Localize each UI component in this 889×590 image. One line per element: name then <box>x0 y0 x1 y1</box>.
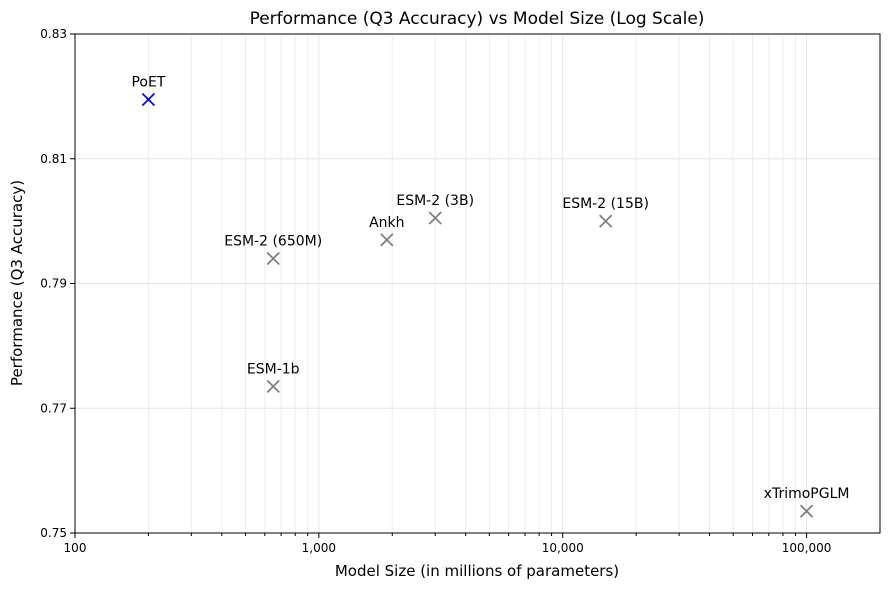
y-tick-label: 0.81 <box>40 152 67 166</box>
data-point-label: ESM-2 (3B) <box>396 193 474 209</box>
marker-stroke <box>141 92 156 107</box>
marker-stroke <box>599 214 613 228</box>
data-point <box>428 211 442 225</box>
data-point <box>799 504 814 518</box>
grid-lines <box>74 33 880 534</box>
x-tick-label: 100,000 <box>782 541 832 555</box>
x-axis-label: Model Size (in millions of parameters) <box>335 562 619 580</box>
data-point <box>380 233 394 247</box>
data-point-label: xTrimoPGLM <box>764 486 850 502</box>
x-tick-label: 10,000 <box>542 541 584 555</box>
y-axis-ticks: 0.75 0.77 0.79 0.81 0.83 <box>40 27 75 540</box>
point-labels: PoET ESM-2 (650M) ESM-1b Ankh ESM-2 (3B) ESM-… <box>131 74 849 502</box>
data-point-label: ESM-2 (650M) <box>224 234 322 250</box>
data-point-label: Ankh <box>369 215 404 231</box>
marker-stroke <box>799 504 814 518</box>
data-points <box>141 92 814 518</box>
data-point <box>266 251 280 266</box>
x-axis-ticks: 100 1,000 10,000 100,000 <box>64 533 832 555</box>
marker-stroke <box>428 211 442 225</box>
y-tick-label: 0.75 <box>40 526 67 540</box>
x-tick-label: 100 <box>64 541 87 555</box>
chart-title: Performance (Q3 Accuracy) vs Model Size … <box>250 9 705 29</box>
data-point <box>141 92 156 107</box>
y-tick-label: 0.79 <box>40 277 67 291</box>
marker-stroke <box>380 233 394 247</box>
y-axis-label: Performance (Q3 Accuracy) <box>8 180 26 386</box>
y-tick-label: 0.83 <box>40 27 67 41</box>
y-tick-label: 0.77 <box>40 401 67 415</box>
data-point-label: PoET <box>131 74 165 90</box>
marker-stroke <box>266 379 280 394</box>
data-point <box>599 214 613 228</box>
data-point-label: ESM-1b <box>247 361 300 377</box>
marker-stroke <box>266 251 280 266</box>
x-tick-label: 1,000 <box>302 541 336 555</box>
data-point-label: ESM-2 (15B) <box>562 196 649 212</box>
data-point <box>266 379 280 394</box>
